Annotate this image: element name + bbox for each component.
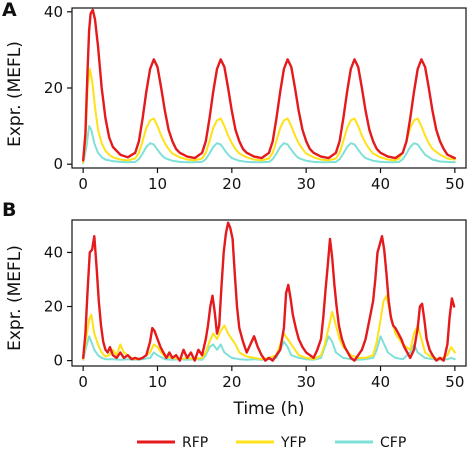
- panel-b-y-tick-label: 0: [53, 352, 63, 370]
- panel-a-y-tick-label: 40: [44, 3, 63, 21]
- panel-b-plot-frame: [71, 219, 467, 367]
- legend-label-yfp: YFP: [280, 435, 306, 451]
- panel-b-x-tick-label: 40: [371, 373, 390, 391]
- panel-b-x-tick-label: 50: [445, 373, 464, 391]
- panel-b-yfp-line: [82, 294, 456, 361]
- panel-a-y-tick-label: 20: [44, 79, 63, 97]
- panel-b-x-tick-label: 10: [148, 373, 167, 391]
- panel-a-x-tick-label: 20: [222, 175, 241, 193]
- panel-a-yfp-line: [82, 68, 456, 164]
- panel-a-lines: [81, 8, 456, 164]
- panel-b-y-tick-label: 40: [44, 243, 63, 261]
- panel-a-x-tick-label: 30: [297, 175, 316, 193]
- panel-a-cfp-line: [82, 125, 456, 164]
- panel-a-x-tick-label: 10: [148, 175, 167, 193]
- legend-label-cfp: CFP: [380, 435, 406, 451]
- panel-a-x-tick-label: 50: [445, 175, 464, 193]
- panel-b-x-axis-label: Time (h): [232, 399, 304, 419]
- panel-b-x-tick-label: 30: [297, 373, 316, 391]
- panel-a-label: A: [2, 0, 17, 21]
- panel-a-y-axis-label: Expr. (MEFL): [5, 41, 25, 147]
- panel-b-ticks: 0 10 20 30 40 50 0 20 40: [44, 243, 464, 391]
- panel-b: B Expr. (MEFL) 0 10 20 30 40 50 0 20 40 Time (h): [2, 199, 467, 419]
- panel-b-x-tick-label: 0: [78, 373, 88, 391]
- panel-a-plot-frame: [71, 7, 467, 169]
- panel-b-y-axis-label: Expr. (MEFL): [5, 245, 25, 351]
- panel-a-x-tick-label: 0: [78, 175, 88, 193]
- legend-label-rfp: RFP: [182, 435, 208, 451]
- panel-a-y-tick-label: 0: [53, 155, 63, 173]
- panel-b-rfp-line: [81, 221, 456, 362]
- panel-a-ticks: 0 10 20 30 40 50 0 20 40: [44, 3, 464, 193]
- legend: RFP YFP CFP: [137, 435, 406, 451]
- panel-a-rfp-line: [81, 8, 456, 162]
- panel-b-y-tick-label: 20: [44, 298, 63, 316]
- panel-b-x-tick-label: 20: [222, 373, 241, 391]
- panel-b-lines: [81, 221, 456, 362]
- panel-a: A Expr. (MEFL) 0 10 20 30 40 50 0 20 40: [2, 0, 467, 193]
- panel-a-x-tick-label: 40: [371, 175, 390, 193]
- panel-b-label: B: [2, 199, 16, 221]
